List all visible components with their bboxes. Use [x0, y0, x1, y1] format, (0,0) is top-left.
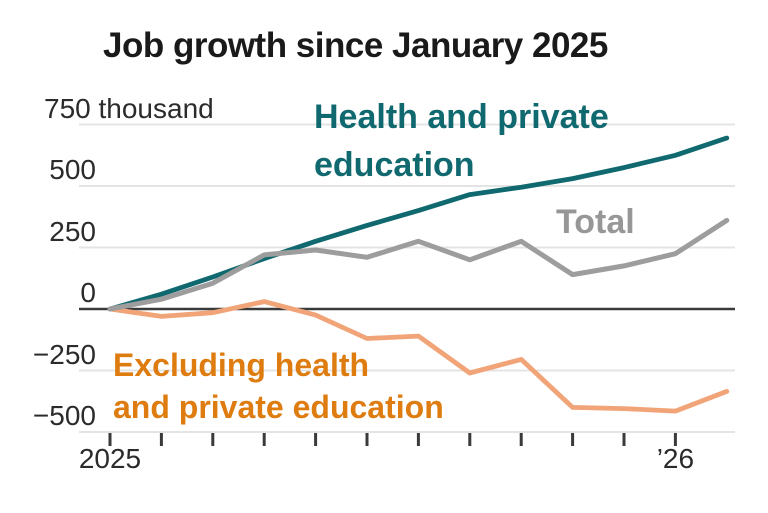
- series-line-total: [107, 217, 730, 312]
- series-line-excluding-health-and-private-education: [107, 299, 730, 414]
- series-label-health-line2: education: [314, 146, 475, 184]
- y-axis-label-750: 750 thousand: [44, 92, 214, 124]
- y-axis-label-250: 250: [49, 215, 96, 247]
- y-axis-label--250: −250: [32, 338, 96, 370]
- series-label-total: Total: [556, 203, 635, 241]
- x-axis-label-2025: 2025: [78, 443, 142, 474]
- series-label-health-line1: Health and private: [314, 98, 609, 136]
- y-axis-label-500: 500: [49, 154, 96, 185]
- y-axis-label-0: 0: [80, 277, 96, 308]
- y-axis-label--500: −500: [32, 400, 96, 431]
- series-line-health-and-private-education: [107, 135, 730, 312]
- chart-title: Job growth since January 2025: [103, 26, 608, 65]
- series-label-health-private-education: Health and private education: [314, 93, 609, 189]
- x-axis-label-26: ’26: [656, 443, 695, 474]
- series-label-excluding-health: Excluding health and private education: [113, 344, 444, 428]
- series-label-excluding-line2: and private education: [113, 389, 444, 425]
- series-label-excluding-line1: Excluding health: [113, 347, 370, 383]
